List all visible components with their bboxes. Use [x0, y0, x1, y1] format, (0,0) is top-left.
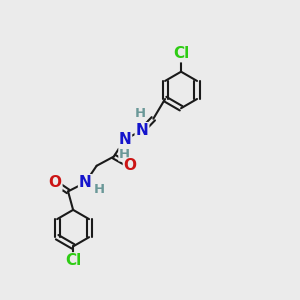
Text: O: O: [124, 158, 137, 173]
Text: N: N: [79, 175, 92, 190]
Text: H: H: [119, 148, 130, 160]
Text: N: N: [136, 123, 148, 138]
Text: H: H: [94, 183, 105, 196]
Text: O: O: [49, 175, 62, 190]
Text: N: N: [118, 132, 131, 147]
Text: Cl: Cl: [65, 253, 81, 268]
Text: H: H: [135, 107, 146, 120]
Text: Cl: Cl: [173, 46, 189, 61]
